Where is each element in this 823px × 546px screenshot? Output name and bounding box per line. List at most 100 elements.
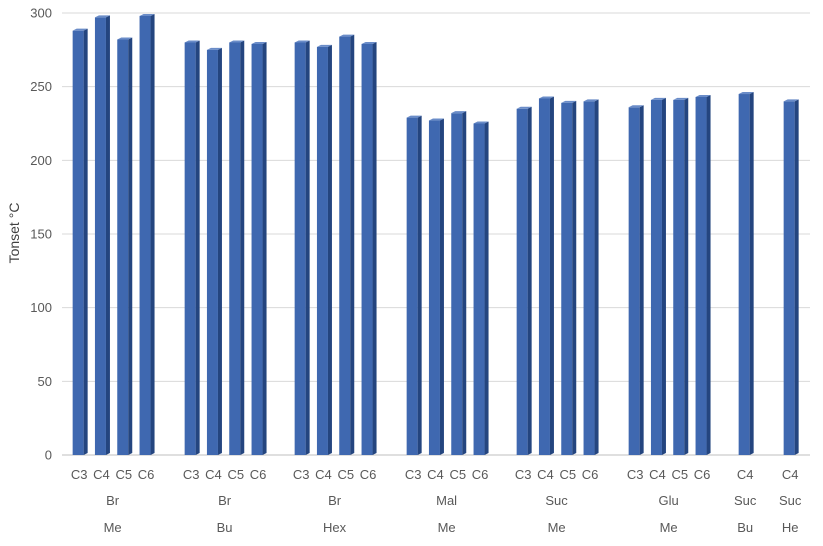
x-supergroup-label: Hex [323, 520, 347, 535]
y-tick-label: 50 [38, 374, 52, 389]
bar-top [94, 15, 110, 18]
x-supergroup-label: Me [548, 520, 566, 535]
bar-side [83, 28, 88, 456]
bar-top [451, 111, 467, 114]
x-category-label: C5 [337, 467, 354, 482]
x-category-label: C5 [227, 467, 244, 482]
bar-top [72, 28, 88, 31]
bar-side [240, 40, 245, 455]
bar [251, 43, 263, 455]
bar-top [673, 97, 689, 100]
bar [516, 108, 528, 456]
bar-top [738, 92, 754, 95]
x-group-label: Br [328, 493, 342, 508]
bar-top [294, 40, 310, 43]
bar-top [538, 96, 554, 99]
x-category-label: C3 [515, 467, 532, 482]
bars [72, 13, 799, 456]
bar-side [749, 92, 754, 456]
bar [650, 99, 662, 455]
bar-side [128, 37, 133, 456]
bar [72, 30, 84, 456]
x-group-label: Glu [658, 493, 678, 508]
bar-side [327, 44, 332, 456]
x-category-label: C4 [649, 467, 666, 482]
bar-top [316, 44, 332, 47]
bar-top [406, 115, 422, 118]
bar [117, 39, 129, 456]
bar-side [417, 115, 422, 456]
x-category-label: C4 [737, 467, 754, 482]
x-supergroup-label: Bu [737, 520, 753, 535]
y-tick-label: 100 [30, 300, 52, 315]
y-tick-label: 250 [30, 79, 52, 94]
x-category-label: C5 [115, 467, 132, 482]
bar-side [549, 96, 554, 455]
bar-top [473, 121, 489, 124]
x-category-label: C6 [138, 467, 155, 482]
bar-side [262, 41, 267, 455]
x-category-label: C3 [627, 467, 644, 482]
x-category-label: C3 [183, 467, 200, 482]
bar [139, 15, 151, 456]
bar-side [372, 41, 377, 455]
bar-side [684, 97, 689, 455]
bar [406, 117, 418, 456]
x-category-label: C6 [250, 467, 267, 482]
bar-top [628, 105, 644, 108]
bar-side [195, 40, 200, 455]
bar-side [572, 100, 577, 455]
x-supergroup-label: He [782, 520, 799, 535]
bar-top [561, 100, 577, 103]
x-category-label: C6 [472, 467, 489, 482]
bar-side [217, 47, 222, 455]
x-category-label: C3 [405, 467, 422, 482]
bar-side [305, 40, 310, 455]
x-category-label: C4 [782, 467, 799, 482]
bar [339, 36, 351, 455]
bar-side [350, 34, 355, 455]
bar-top [428, 118, 444, 121]
bar-top [650, 97, 666, 100]
x-supergroup-label: Bu [217, 520, 233, 535]
bar [673, 99, 685, 455]
y-tick-label: 200 [30, 153, 52, 168]
bar-top [695, 94, 711, 97]
x-category-label: C3 [293, 467, 310, 482]
x-category-label: C6 [360, 467, 377, 482]
x-category-label: C4 [93, 467, 110, 482]
bar-top [206, 47, 222, 50]
bar-side [661, 97, 666, 455]
bar [94, 17, 106, 455]
bar [428, 120, 440, 455]
bar-side [639, 105, 644, 455]
x-category-label: C4 [205, 467, 222, 482]
bar-top [361, 41, 377, 44]
bar-top [783, 99, 799, 102]
x-category-label: C5 [559, 467, 576, 482]
y-tick-label: 0 [45, 448, 52, 463]
bar-top [229, 40, 245, 43]
bar [316, 46, 328, 456]
x-group-label: Mal [436, 493, 457, 508]
bar-top [583, 99, 599, 102]
x-group-label: Br [106, 493, 120, 508]
bar [294, 42, 306, 455]
y-axis-title: Tonset °C [6, 203, 22, 264]
x-supergroup-label: Me [438, 520, 456, 535]
bar [473, 123, 485, 455]
x-category-label: C6 [694, 467, 711, 482]
bar [783, 101, 795, 456]
x-supergroup-label: Me [104, 520, 122, 535]
bar [561, 102, 573, 455]
bar [451, 113, 463, 455]
bar-top [117, 37, 133, 40]
bar-side [484, 121, 489, 455]
bar-side [150, 13, 155, 456]
x-category-label: C3 [71, 467, 88, 482]
bar-top [251, 41, 267, 44]
x-group-label: Br [218, 493, 232, 508]
bar-top [516, 106, 532, 109]
bar [738, 94, 750, 456]
bar [206, 49, 218, 455]
